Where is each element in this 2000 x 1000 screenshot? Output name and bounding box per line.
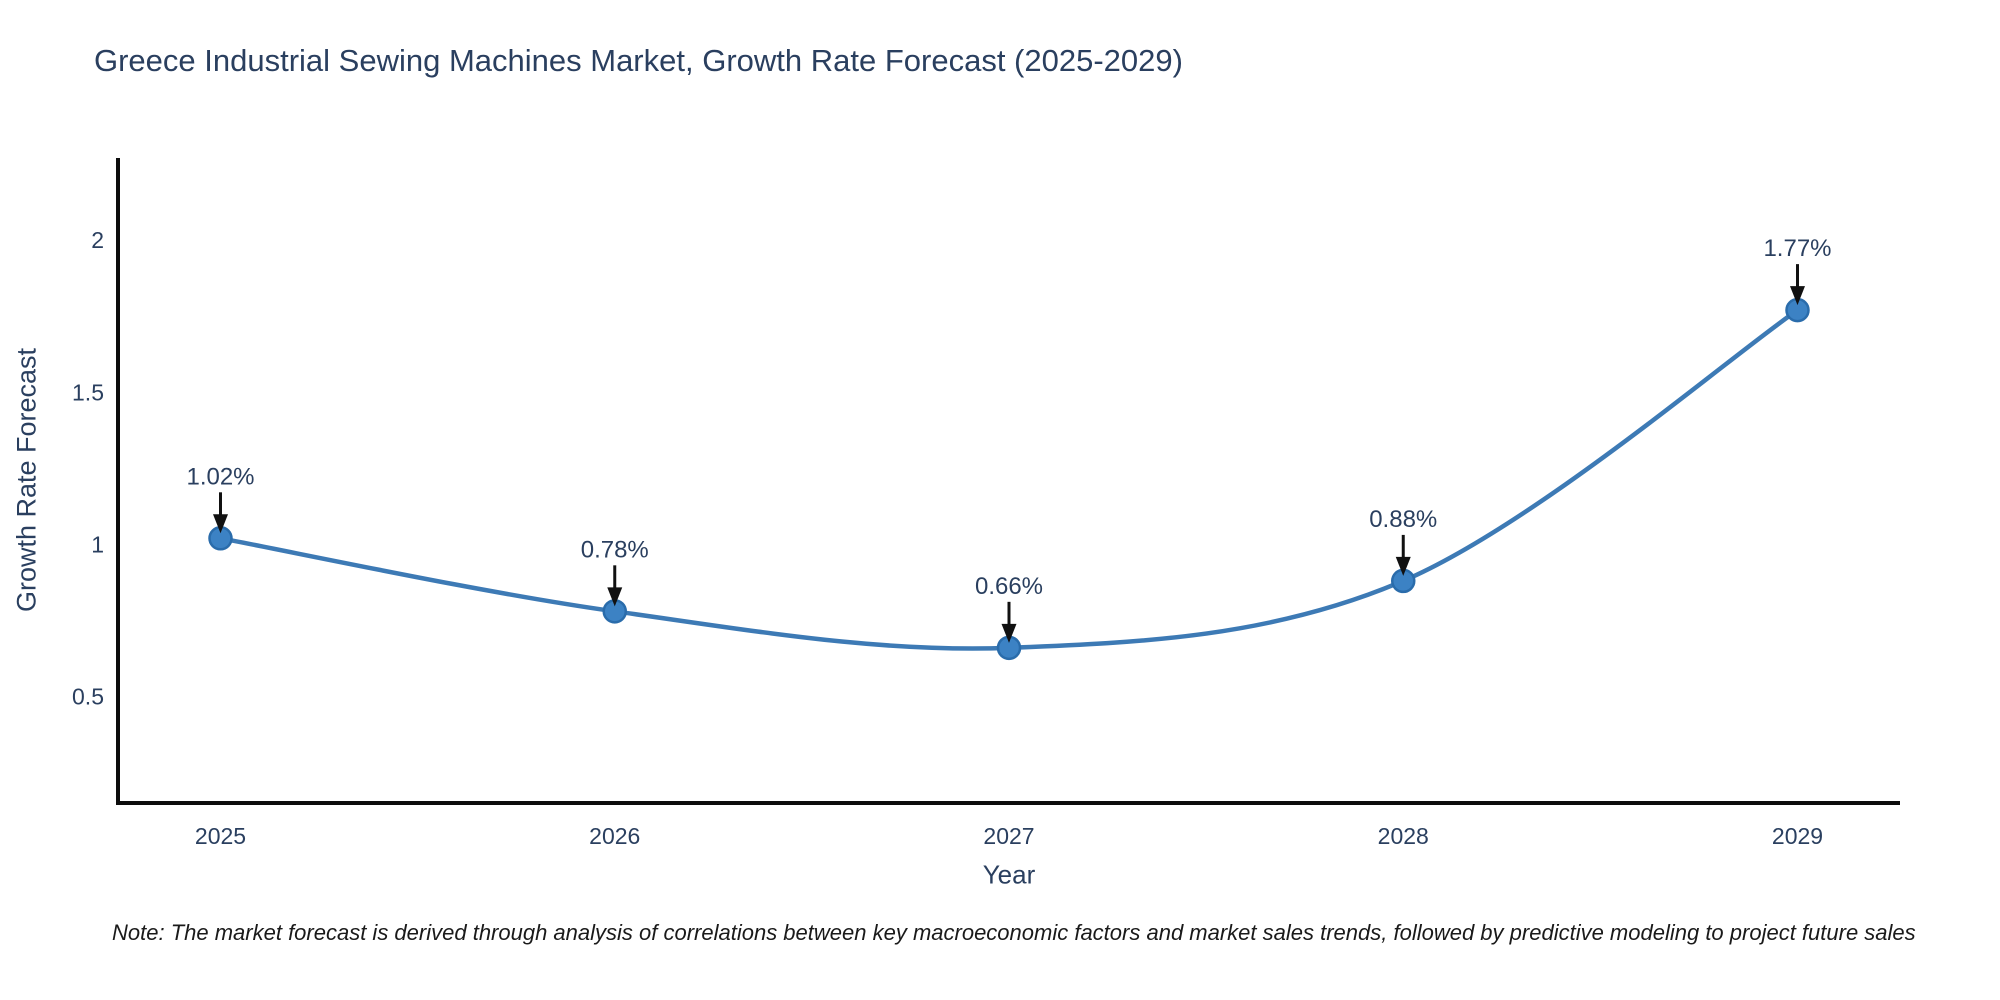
annotation-label-2025: 1.02% (186, 463, 254, 490)
footnote: Note: The market forecast is derived thr… (112, 920, 1916, 945)
y-tick-label: 1.5 (72, 379, 104, 405)
annotation-arrow-head-2025 (213, 514, 229, 534)
y-tick-label: 1 (91, 531, 104, 557)
annotation-label-2029: 1.77% (1763, 235, 1831, 262)
x-tick-label: 2029 (1772, 823, 1823, 849)
annotation-arrow-head-2026 (607, 587, 623, 607)
x-tick-label: 2026 (589, 823, 640, 849)
annotation-label-2027: 0.66% (975, 573, 1043, 600)
y-tick-label: 2 (91, 227, 104, 253)
x-tick-label: 2025 (195, 823, 246, 849)
chart-title: Greece Industrial Sewing Machines Market… (94, 43, 1183, 78)
y-tick-label: 0.5 (72, 684, 104, 710)
x-tick-label: 2028 (1378, 823, 1429, 849)
x-axis-title: Year (982, 859, 1036, 890)
x-tick-label: 2027 (983, 823, 1034, 849)
annotation-label-2028: 0.88% (1369, 506, 1437, 533)
annotation-arrow-head-2029 (1789, 286, 1805, 306)
annotation-arrow-head-2027 (1001, 623, 1017, 643)
annotation-arrow-head-2028 (1395, 556, 1411, 576)
annotation-label-2026: 0.78% (581, 536, 649, 563)
